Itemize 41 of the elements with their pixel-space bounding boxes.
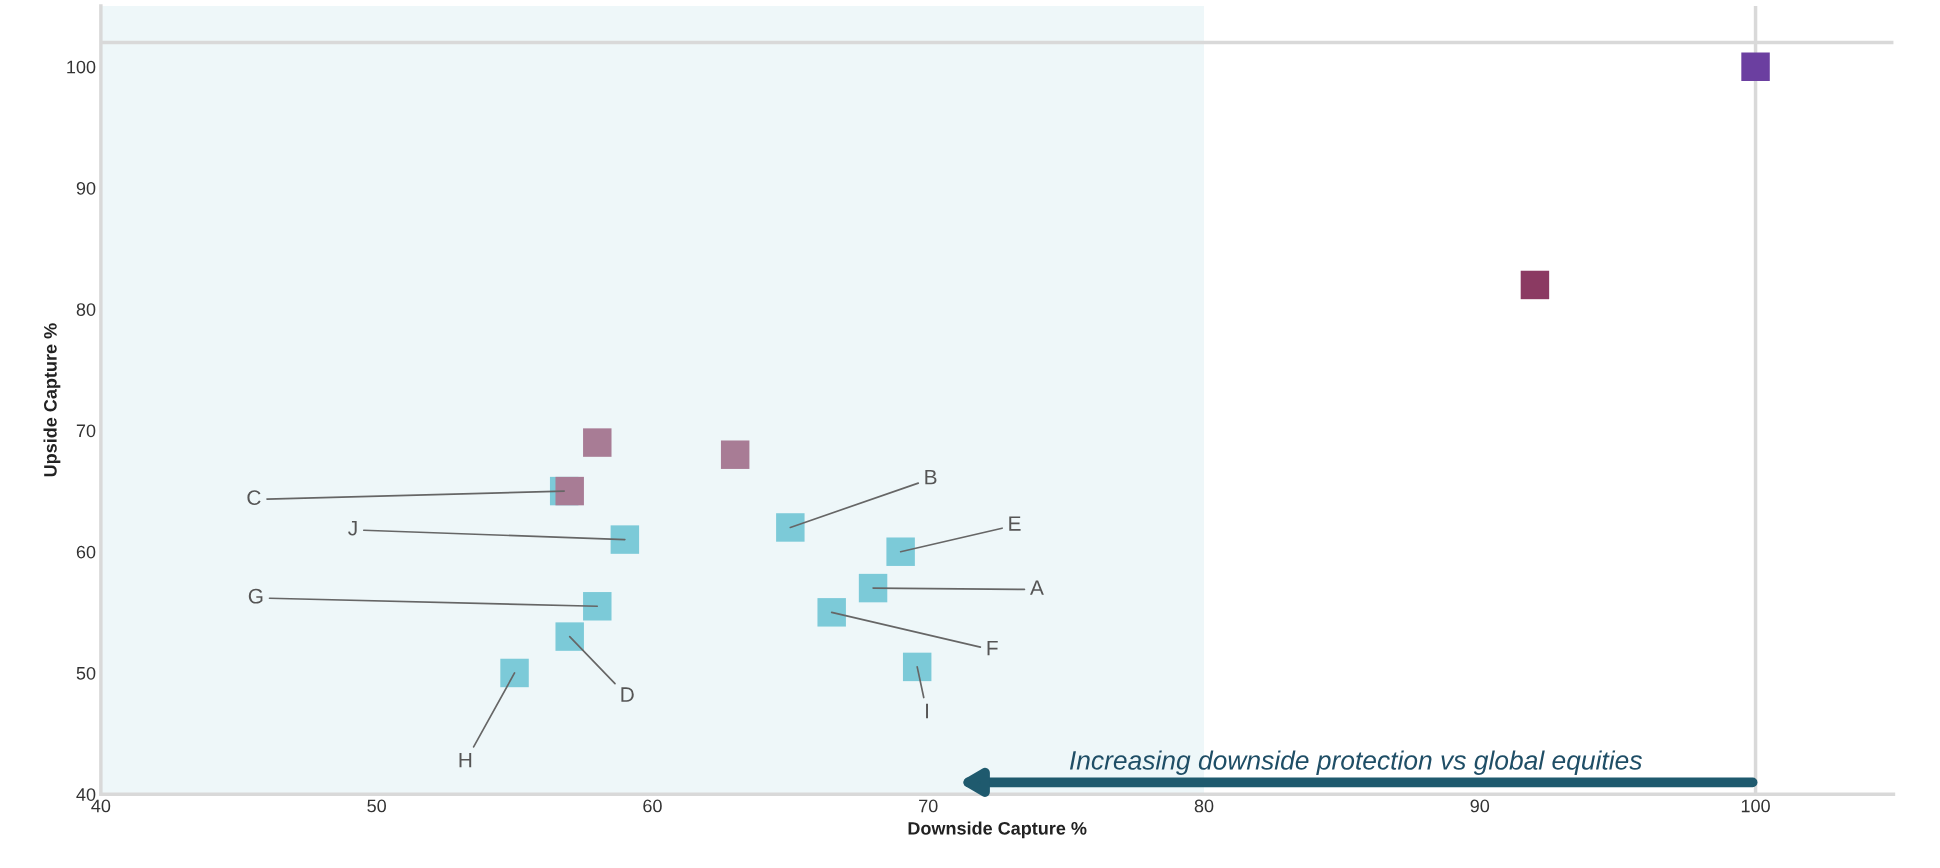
annotation: I xyxy=(926,703,928,719)
annotation: E xyxy=(1009,516,1021,531)
y-tick-label: 80 xyxy=(76,303,96,316)
y-axis-title: Upside Capture % xyxy=(43,323,61,477)
x-tick-label: 50 xyxy=(367,799,386,813)
point xyxy=(776,513,805,542)
point xyxy=(1741,52,1770,81)
annotation: B xyxy=(925,469,937,485)
annotation: A xyxy=(1030,580,1044,595)
point xyxy=(720,440,750,469)
point xyxy=(817,598,846,627)
point xyxy=(555,622,584,651)
point xyxy=(555,476,584,506)
x-tick-label: 60 xyxy=(643,799,662,813)
point xyxy=(1520,270,1550,300)
x-tick-label: 70 xyxy=(919,799,938,813)
y-tick-label: 100 xyxy=(67,60,96,74)
x-tick-label: 40 xyxy=(91,799,111,813)
annotation: J xyxy=(348,520,357,536)
x-axis-title: Downside Capture % xyxy=(908,821,1087,839)
x-tick-label: 80 xyxy=(1194,799,1214,813)
point xyxy=(500,658,529,688)
y-tick-label: 60 xyxy=(76,545,96,559)
annotation: G xyxy=(248,588,263,604)
point xyxy=(583,592,612,621)
point xyxy=(902,652,932,682)
point xyxy=(858,573,888,603)
x-tick-label: 90 xyxy=(1470,799,1490,813)
annotation: F xyxy=(987,640,998,656)
annotation: H xyxy=(459,752,472,768)
point xyxy=(610,525,640,554)
annotation: Increasing downside protection vs global equities xyxy=(1069,750,1642,775)
annotation: C xyxy=(247,490,261,506)
y-tick-label: 40 xyxy=(76,788,96,801)
x-tick-label: 100 xyxy=(1741,799,1770,813)
annotation: D xyxy=(621,687,634,702)
point xyxy=(886,537,915,566)
point xyxy=(583,428,612,457)
y-tick-label: 90 xyxy=(76,181,96,195)
y-tick-label: 70 xyxy=(76,424,96,438)
y-tick-label: 50 xyxy=(76,666,96,680)
